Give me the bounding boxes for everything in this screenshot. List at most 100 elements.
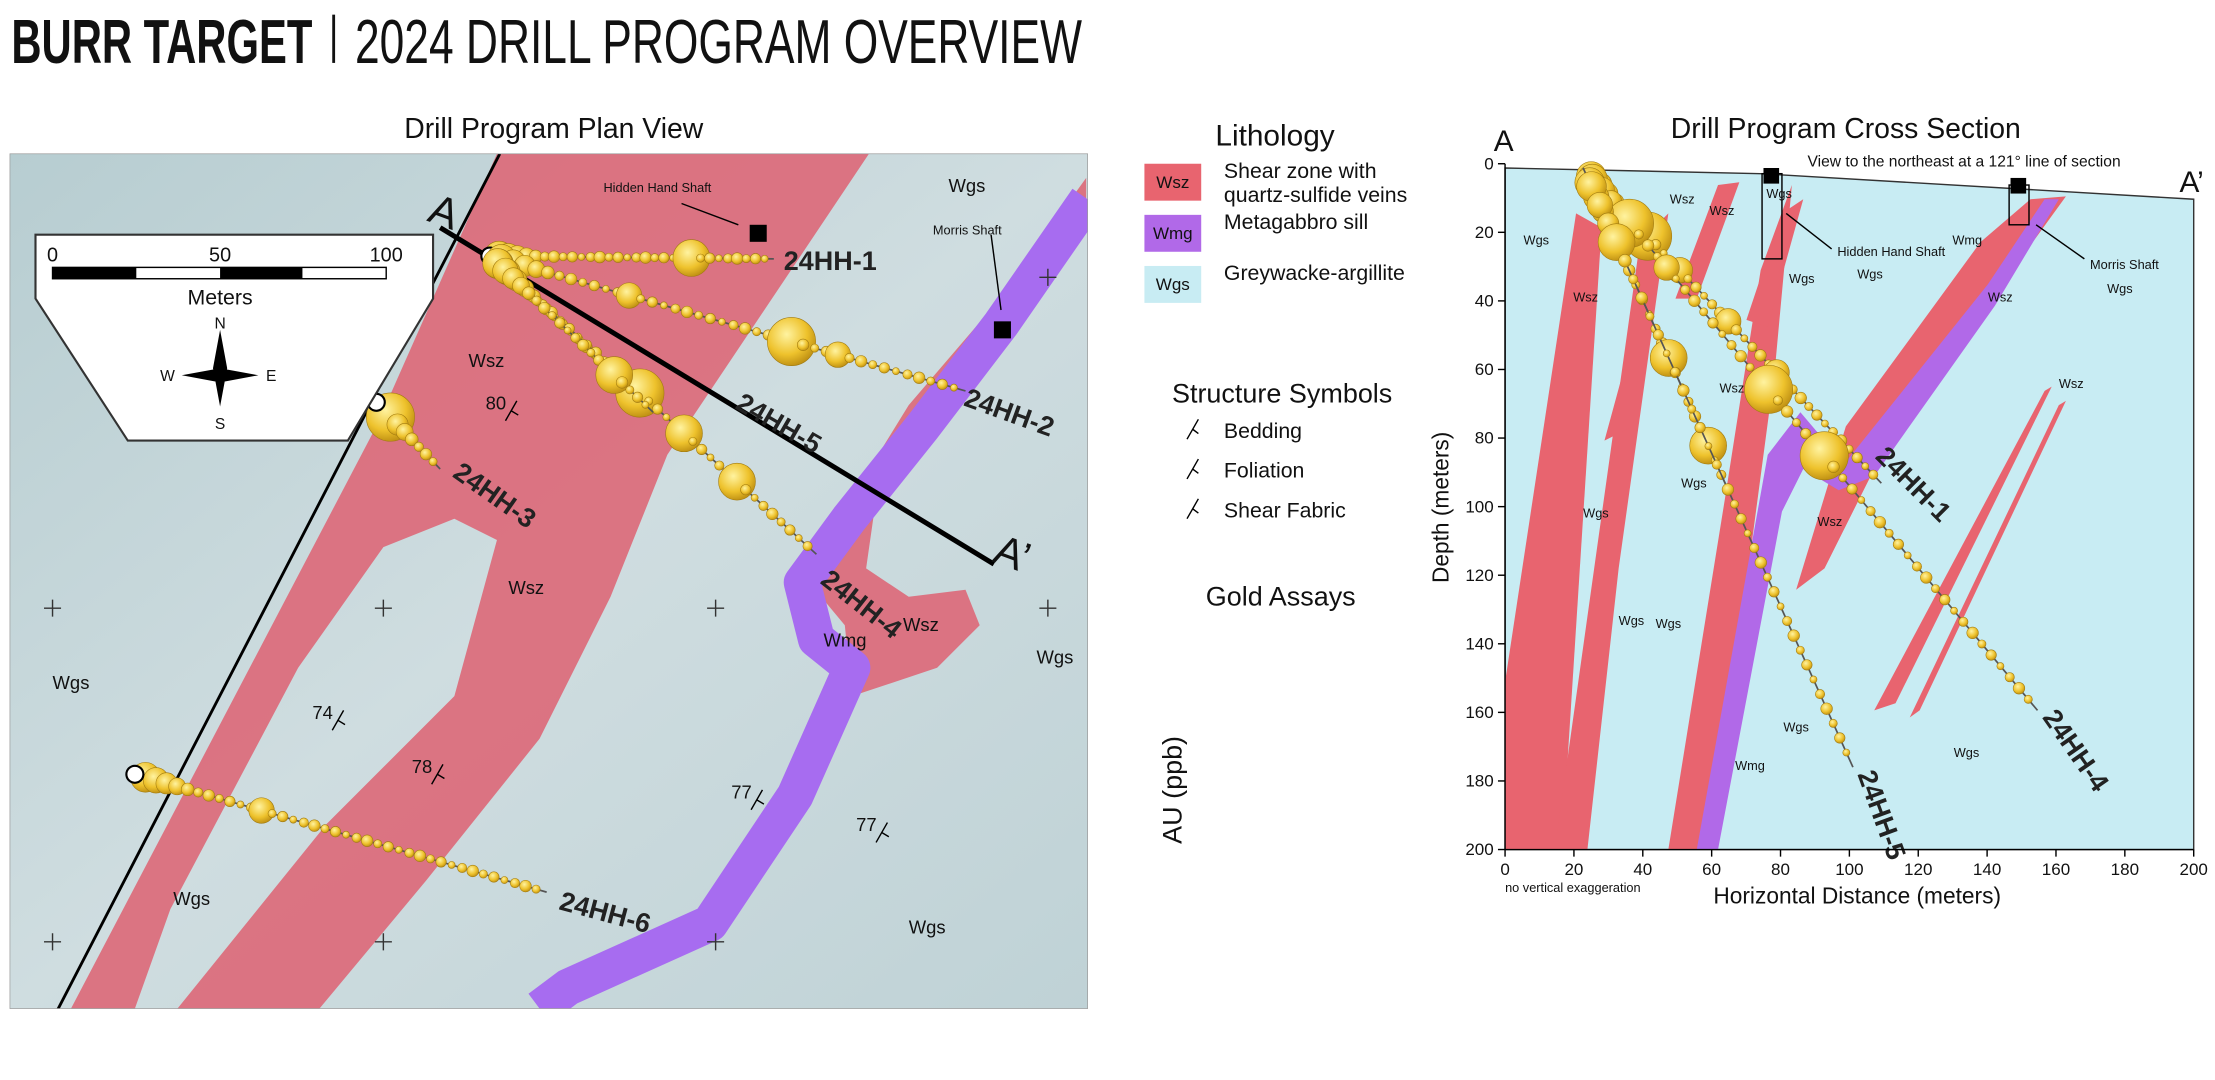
unit-label: Wmg: [824, 629, 867, 650]
assay-bead: [650, 253, 660, 263]
assay-bead: [1688, 294, 1701, 307]
assay-bead: [320, 824, 330, 834]
scale-label: 50: [209, 245, 231, 267]
assay-bead: [1939, 594, 1951, 606]
assay-bead: [588, 280, 600, 292]
x-tick-label: 120: [1904, 860, 1932, 879]
unit-label: Wgs: [1954, 745, 1980, 760]
gold-title: Gold Assays: [1206, 581, 1356, 611]
assay-bead: [688, 436, 698, 446]
assay-bead: [602, 285, 610, 293]
assay-bead: [1754, 556, 1767, 569]
morris-shaft: [993, 321, 1011, 339]
section-a: A: [1494, 125, 1514, 158]
assay-bead: [662, 413, 671, 422]
map-frame: [9, 153, 1088, 1009]
x-tick-label: 60: [1702, 860, 1721, 879]
assay-bead: [1776, 602, 1785, 611]
shaft: [1763, 167, 1780, 184]
unit-label: Wgs: [1789, 271, 1815, 286]
assay-bead: [193, 787, 204, 798]
unit-label: Wsz: [1817, 514, 1842, 529]
assay-bead: [1977, 639, 1987, 649]
assay-bead: [1645, 311, 1655, 321]
hole-label: 24HH-1: [784, 246, 877, 276]
assay-bead: [728, 320, 739, 331]
assay-bead: [1838, 473, 1848, 483]
y-tick-label: 200: [1465, 840, 1493, 859]
lithology-title: Lithology: [1215, 119, 1334, 152]
assay-bead: [641, 400, 650, 409]
assay-bead: [680, 305, 694, 319]
dip-label: 77: [731, 781, 752, 802]
assay-bead: [794, 534, 803, 542]
unit-label: Wgs: [2107, 281, 2133, 296]
assay-bead: [2004, 672, 2015, 683]
structure-label: Shear Fabric: [1224, 498, 1346, 522]
assay-bead: [181, 782, 195, 797]
unit-label: Wgs: [1037, 647, 1074, 668]
assay-bead: [1827, 460, 1840, 473]
assay-bead: [1884, 528, 1894, 538]
arrow: [990, 234, 1002, 311]
structure-symbol: [431, 763, 445, 785]
y-tick-label: 180: [1465, 772, 1493, 791]
assay-bead: [802, 541, 813, 552]
assay-bead: [1903, 551, 1912, 560]
assay-bead: [500, 876, 509, 884]
assay-bead: [1687, 404, 1697, 414]
assay-bead: [639, 251, 652, 264]
lithology-code: Wsz: [1156, 173, 1189, 192]
assay-bead: [1718, 330, 1727, 338]
assay-bead: [236, 800, 245, 809]
x-tick-label: 40: [1633, 860, 1652, 879]
assay-bead: [752, 327, 762, 337]
section-note: View to the northeast at a 121° line of …: [1807, 154, 2120, 171]
assay-bead: [936, 378, 948, 390]
grid-cross: [1039, 268, 1057, 286]
assay-bead: [541, 265, 555, 280]
y-tick-label: 20: [1475, 223, 1494, 242]
grid-cross: [44, 933, 62, 951]
shaft-label: Hidden Hand Shaft: [1837, 244, 1945, 259]
assay-bead: [646, 296, 658, 308]
assay-bead: [457, 862, 468, 873]
assay-bead: [1670, 366, 1681, 377]
shear-zone: [1505, 213, 1602, 850]
assay-bead: [1754, 349, 1767, 362]
assay-bead: [854, 355, 868, 368]
arrow: [681, 202, 739, 226]
shear-zone: [1796, 196, 2066, 590]
assay-bead: [625, 385, 635, 395]
assay-bead: [1653, 254, 1680, 281]
assay-bead: [289, 815, 298, 824]
unit-label: Wgs: [53, 672, 90, 693]
assay-bead: [214, 794, 224, 803]
assay-bead: [404, 847, 415, 858]
assay-bead: [466, 864, 479, 878]
shaft-label: Morris Shaft: [2090, 257, 2159, 272]
shaft: [2010, 177, 2027, 194]
assay-bead: [1781, 405, 1794, 418]
scale-box: [34, 233, 435, 442]
lithology-swatch: [1144, 214, 1202, 252]
assay-bead: [308, 819, 321, 832]
unit-label: Wmg: [1735, 758, 1765, 773]
grid-cross: [707, 933, 725, 951]
grid-cross: [374, 599, 392, 617]
unit-label: Wgs: [1656, 616, 1682, 631]
shear-zone: [1874, 386, 2052, 711]
scale-label: 0: [47, 245, 58, 267]
assay-bead: [1762, 572, 1772, 582]
assay-bead: [612, 251, 624, 263]
unit-label: Wsz: [1670, 191, 1695, 206]
grid-cross: [374, 933, 392, 951]
assay-bead: [419, 448, 433, 461]
assay-bead: [913, 371, 926, 384]
assay-bead: [395, 845, 403, 854]
assay-bead: [1641, 239, 1655, 252]
assay-bead: [1633, 229, 1644, 240]
scale-unit: Meters: [188, 285, 253, 309]
y-tick-label: 80: [1475, 429, 1494, 448]
assay-bead: [1821, 419, 1829, 428]
